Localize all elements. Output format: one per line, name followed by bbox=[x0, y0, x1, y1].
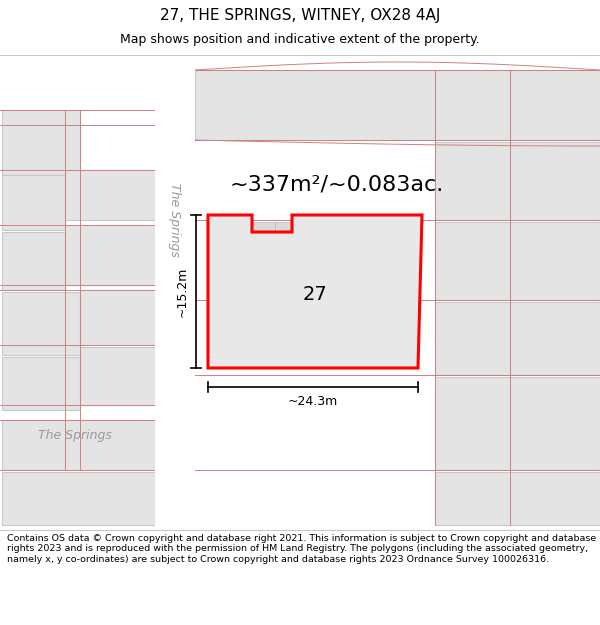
Bar bbox=[2, 357, 80, 410]
Bar bbox=[2, 472, 155, 525]
Text: The Springs: The Springs bbox=[38, 429, 112, 441]
Text: Map shows position and indicative extent of the property.: Map shows position and indicative extent… bbox=[120, 33, 480, 46]
Bar bbox=[510, 142, 600, 220]
Bar bbox=[65, 225, 155, 285]
Bar bbox=[2, 292, 80, 355]
Bar bbox=[435, 472, 600, 525]
Text: ~24.3m: ~24.3m bbox=[288, 395, 338, 408]
Bar bbox=[2, 175, 65, 230]
Bar bbox=[510, 302, 600, 375]
Bar bbox=[212, 222, 275, 360]
Bar bbox=[155, 55, 195, 530]
Bar bbox=[435, 302, 510, 375]
Bar bbox=[435, 222, 510, 300]
Text: The Springs: The Springs bbox=[167, 183, 181, 257]
Polygon shape bbox=[208, 215, 422, 368]
Bar bbox=[80, 290, 155, 345]
Bar bbox=[195, 70, 435, 140]
Bar bbox=[2, 420, 155, 470]
Bar bbox=[435, 142, 510, 220]
Text: ~15.2m: ~15.2m bbox=[176, 266, 189, 317]
Text: ~337m²/~0.083ac.: ~337m²/~0.083ac. bbox=[230, 175, 444, 195]
Text: Contains OS data © Crown copyright and database right 2021. This information is : Contains OS data © Crown copyright and d… bbox=[7, 534, 596, 564]
Bar bbox=[2, 232, 65, 290]
Bar bbox=[80, 347, 155, 405]
Bar bbox=[2, 110, 80, 175]
Text: 27, THE SPRINGS, WITNEY, OX28 4AJ: 27, THE SPRINGS, WITNEY, OX28 4AJ bbox=[160, 8, 440, 23]
Bar bbox=[435, 70, 600, 140]
Bar bbox=[435, 377, 600, 470]
Bar bbox=[510, 222, 600, 300]
Text: 27: 27 bbox=[302, 286, 328, 304]
Bar bbox=[275, 222, 415, 350]
Bar bbox=[65, 170, 155, 220]
